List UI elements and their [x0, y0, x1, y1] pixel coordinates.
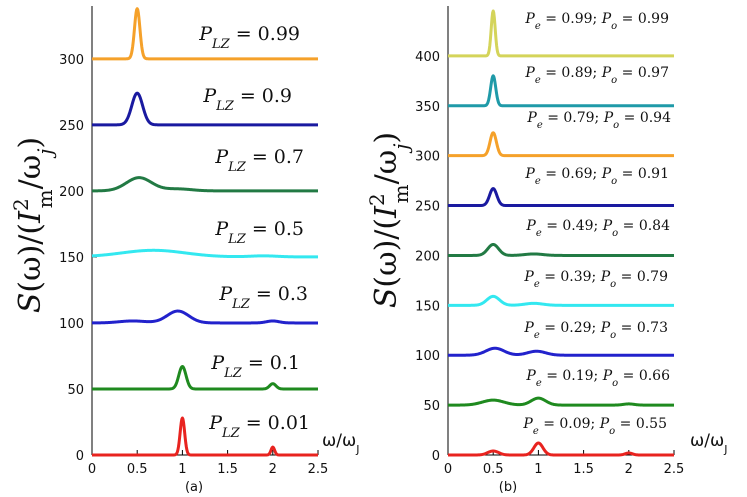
panel-label: (a) — [185, 480, 203, 495]
series-line — [91, 416, 319, 457]
y-tick-label: 200 — [59, 185, 84, 200]
series-label: PLZ = 0.01 — [208, 412, 310, 441]
x-tick-label: 1.5 — [217, 462, 238, 477]
series-label: PLZ = 0.99 — [198, 23, 300, 52]
series-label: Pe = 0.69; Po = 0.91 — [524, 166, 669, 187]
series-line — [447, 131, 675, 158]
series-label: Pe = 0.39; Po = 0.79 — [523, 269, 668, 290]
series-label: Pe = 0.49; Po = 0.84 — [525, 218, 670, 239]
series-line — [447, 294, 675, 307]
series-line — [447, 187, 675, 208]
series-label: PLZ = 0.1 — [210, 352, 300, 381]
x-tick-label: 0 — [88, 462, 96, 477]
series-line — [91, 176, 319, 193]
y-axis-title: S(ω)/(I2m/ωj) — [365, 132, 413, 308]
y-tick-label: 50 — [67, 383, 84, 398]
y-tick-label: 350 — [415, 100, 440, 115]
y-axis-title: S(ω)/(I2m/ωj) — [9, 137, 57, 313]
series-label: PLZ = 0.7 — [214, 146, 304, 175]
x-axis-title: ω/ωJ — [690, 431, 727, 456]
panel-label: (b) — [499, 480, 517, 495]
x-tick-label: 1.5 — [573, 462, 594, 477]
y-tick-label: 250 — [59, 119, 84, 134]
series-line — [91, 248, 319, 259]
y-tick-label: 300 — [415, 150, 440, 165]
x-tick-label: 1 — [178, 462, 186, 477]
series-line — [91, 7, 319, 61]
series-line — [91, 91, 319, 127]
y-tick-label: 0 — [432, 449, 440, 464]
y-tick-label: 150 — [415, 299, 440, 314]
series-label: Pe = 0.29; Po = 0.73 — [523, 320, 668, 341]
series-label: Pe = 0.89; Po = 0.97 — [524, 65, 669, 86]
series-label: PLZ = 0.3 — [218, 283, 308, 312]
x-tick-label: 2 — [625, 462, 633, 477]
y-tick-label: 300 — [59, 53, 84, 68]
y-tick-label: 150 — [59, 251, 84, 266]
y-tick-label: 100 — [415, 349, 440, 364]
y-tick-label: 100 — [59, 317, 84, 332]
y-tick-label: 200 — [415, 249, 440, 264]
series-label: Pe = 0.09; Po = 0.55 — [522, 416, 667, 437]
y-tick-label: 250 — [415, 200, 440, 215]
x-tick-label: 0 — [444, 462, 452, 477]
series-line — [447, 74, 675, 108]
y-tick-label: 0 — [76, 449, 84, 464]
series-label: Pe = 0.19; Po = 0.66 — [525, 368, 670, 389]
x-tick-label: 1 — [534, 462, 542, 477]
series-line — [447, 346, 675, 357]
x-tick-label: 2 — [269, 462, 277, 477]
x-tick-label: 2.5 — [664, 462, 685, 477]
panel-b: 0 0.5 1 1.5 2 2.5 0 50 100 150 200 250 300 350 400 Pe =… — [365, 6, 727, 495]
series-label: Pe = 0.99; Po = 0.99 — [524, 11, 669, 32]
y-tick-label: 400 — [415, 50, 440, 65]
series-line — [91, 309, 319, 325]
series-line — [91, 365, 319, 391]
series-line — [447, 242, 675, 257]
x-tick-label: 2.5 — [308, 462, 329, 477]
series-label: Pe = 0.79; Po = 0.94 — [526, 110, 671, 131]
x-tick-label: 0.5 — [483, 462, 504, 477]
series-line — [447, 9, 675, 58]
x-axis-title: ω/ωJ — [322, 431, 359, 456]
x-tick-label: 0.5 — [127, 462, 148, 477]
series-label: PLZ = 0.9 — [202, 85, 292, 114]
series-label: PLZ = 0.5 — [214, 218, 304, 247]
series-line — [447, 396, 675, 407]
y-tick-label: 50 — [423, 399, 440, 414]
panel-a: 0 0.5 1 1.5 2 2.5 0 50 100 150 200 250 300 PLZ = 0.01… — [9, 6, 359, 495]
series-line — [447, 441, 675, 457]
